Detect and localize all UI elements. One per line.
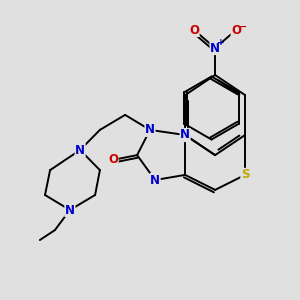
Text: O: O xyxy=(189,23,199,37)
Text: O: O xyxy=(108,153,118,167)
Text: N: N xyxy=(150,173,160,187)
Text: N: N xyxy=(145,123,155,136)
Text: N: N xyxy=(180,128,190,142)
Text: S: S xyxy=(241,168,249,182)
Text: N: N xyxy=(65,203,75,217)
Text: N: N xyxy=(75,143,85,157)
Text: −: − xyxy=(238,22,247,32)
Text: +: + xyxy=(217,38,225,47)
Text: O: O xyxy=(231,23,241,37)
Text: N: N xyxy=(210,41,220,55)
